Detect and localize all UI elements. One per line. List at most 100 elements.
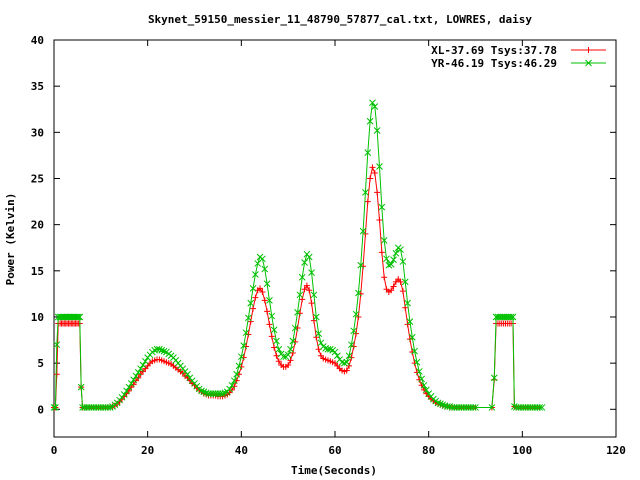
x-tick-label: 120 (606, 444, 626, 457)
data-point-marker (158, 346, 166, 354)
data-point-marker (472, 404, 479, 411)
series-0 (51, 164, 543, 411)
data-point-marker (366, 117, 374, 125)
data-point-marker (233, 370, 241, 378)
data-point-marker (235, 362, 243, 370)
data-point-marker (326, 345, 334, 353)
data-point-marker (315, 330, 322, 337)
data-point-marker (266, 321, 273, 328)
data-point-marker (305, 253, 313, 261)
data-point-marker (355, 289, 362, 297)
data-point-marker (289, 337, 297, 345)
data-point-marker (408, 333, 416, 341)
data-point-marker (585, 59, 592, 67)
data-point-marker (273, 352, 280, 359)
data-point-marker (261, 265, 269, 273)
data-point-marker (390, 283, 397, 290)
x-tick-label: 80 (422, 444, 435, 457)
data-point-marker (261, 297, 268, 304)
data-point-marker (53, 341, 61, 349)
data-point-marker (184, 370, 191, 378)
data-point-marker (380, 236, 388, 244)
data-point-marker (294, 309, 301, 316)
data-point-marker (313, 334, 320, 341)
legend-label: YR-46.19 Tsys:46.29 (431, 57, 557, 70)
data-point-marker (511, 403, 518, 410)
data-point-marker (383, 255, 390, 263)
data-point-marker (285, 361, 292, 368)
data-point-marker (156, 345, 163, 353)
data-point-marker (308, 269, 315, 277)
data-point-marker (50, 404, 58, 411)
data-point-marker (266, 297, 273, 304)
data-point-marker (106, 404, 114, 411)
data-point-marker (371, 169, 378, 176)
data-point-marker (137, 365, 144, 373)
data-point-marker (357, 261, 365, 269)
data-point-marker (392, 249, 400, 257)
x-tick-label: 0 (51, 444, 58, 457)
data-point-marker (507, 313, 515, 321)
data-point-marker (536, 404, 544, 411)
data-point-marker (250, 305, 257, 312)
data-point-marker (388, 287, 395, 294)
data-point-marker (125, 383, 133, 391)
data-point-marker (237, 353, 245, 361)
data-point-marker (273, 337, 280, 345)
data-point-marker (374, 189, 381, 196)
data-point-marker (77, 383, 85, 391)
y-tick-label: 5 (37, 357, 44, 370)
y-tick-label: 40 (31, 34, 44, 47)
data-point-marker (397, 278, 404, 285)
data-point-marker (228, 381, 236, 389)
y-tick-label: 0 (37, 403, 44, 416)
data-point-marker (310, 291, 318, 299)
data-point-marker (418, 375, 425, 383)
data-point-marker (371, 103, 379, 110)
data-point-marker (123, 387, 130, 395)
data-point-marker (345, 352, 353, 360)
data-point-marker (284, 351, 292, 359)
series-1 (50, 99, 546, 411)
data-point-marker (490, 374, 498, 382)
y-tick-label: 25 (31, 172, 44, 185)
data-point-marker (221, 389, 229, 397)
data-point-marker (127, 380, 135, 387)
data-point-marker (275, 345, 283, 353)
data-point-marker (437, 400, 444, 408)
data-point-marker (120, 391, 128, 398)
y-tick-label: 15 (31, 265, 44, 278)
data-point-marker (406, 318, 414, 325)
data-point-marker (401, 278, 409, 286)
y-tick-label: 10 (31, 311, 44, 324)
data-point-marker (331, 348, 339, 356)
data-point-marker (296, 291, 304, 299)
data-point-marker (350, 327, 358, 335)
data-point-marker (538, 404, 546, 411)
data-point-marker (252, 294, 259, 301)
series-layer (50, 99, 546, 411)
data-point-marker (130, 376, 137, 384)
data-point-marker (369, 99, 376, 107)
data-point-marker (134, 369, 142, 376)
x-tick-label: 20 (141, 444, 154, 457)
data-point-marker (376, 217, 383, 224)
data-point-marker (308, 300, 315, 307)
data-point-marker (367, 175, 374, 182)
data-point-marker (413, 358, 421, 366)
data-point-marker (287, 357, 294, 364)
data-point-marker (245, 314, 252, 322)
data-point-marker (263, 280, 271, 288)
data-point-marker (240, 342, 248, 349)
data-point-marker (230, 377, 238, 385)
data-point-marker (226, 385, 233, 393)
data-point-marker (359, 227, 367, 235)
data-point-marker (268, 333, 275, 340)
data-point-marker (76, 313, 84, 321)
data-point-marker (306, 287, 313, 294)
data-point-marker (352, 310, 360, 318)
series-line (54, 101, 542, 408)
data-point-marker (411, 347, 418, 355)
